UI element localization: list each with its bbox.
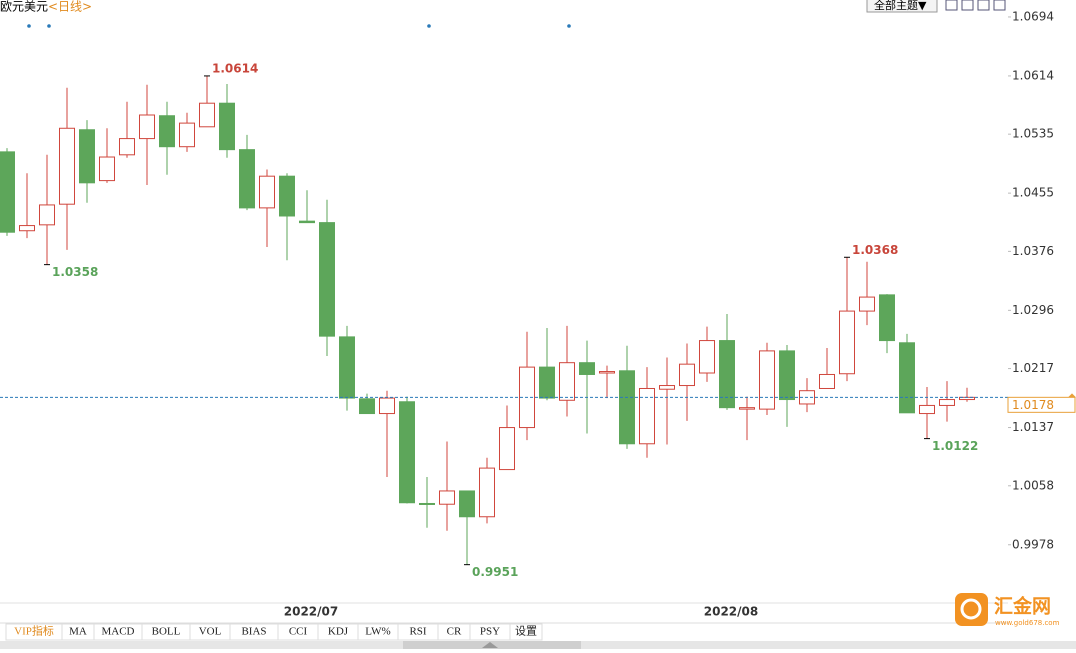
toolbar-icons[interactable] [945,0,1006,11]
event-markers[interactable] [27,24,571,28]
candle-body [19,225,35,232]
candle-body [559,362,575,401]
candle-body [119,138,135,156]
y-tick-label: 1.0694 [1012,9,1054,23]
y-tick-label: 1.0217 [1012,361,1054,375]
candle-body [159,115,175,148]
candle-body [139,114,155,140]
last-price-box [1007,396,1076,413]
extreme-label: 1.0368 [852,243,898,257]
candle-body [179,122,195,148]
y-tick-label: 1.0058 [1012,478,1054,492]
indicator-tab-label[interactable]: PSY [480,626,500,638]
indicator-tab-label[interactable]: MACD [101,626,134,638]
chart-title: 欧元美元 [0,0,48,14]
candle-body [639,387,655,445]
candle-body [619,370,635,445]
indicator-tab[interactable] [509,623,543,641]
candle-body [819,373,835,389]
y-tick-label: 1.0614 [1012,68,1054,82]
indicator-tab-label[interactable]: KDJ [328,626,349,638]
candle-body [599,371,615,374]
theme-label[interactable]: 全部主题▼ [874,0,927,12]
extreme-label: 1.0614 [212,61,258,75]
candle-body [479,467,495,518]
candle-body [219,102,235,151]
candle-body [679,363,695,387]
chart-subtitle: <日线> [48,0,92,14]
theme-button[interactable] [866,0,938,13]
candle-body [459,490,475,518]
candle-body [259,175,275,209]
indicator-tab-label[interactable]: BOLL [152,626,181,638]
candle-body [319,222,335,337]
indicator-tab-label[interactable]: CR [447,626,462,638]
candle-body [859,296,875,312]
candle-body [339,336,355,399]
candle-body [579,362,595,375]
indicator-tab-label[interactable]: BIAS [241,626,266,638]
candle-body [719,340,735,409]
logo-url: www.gold678.com [995,619,1060,627]
candle-body [79,129,95,184]
indicator-tab-label[interactable]: 设置 [515,625,537,638]
y-tick-label: 0.9978 [1012,537,1054,551]
candle-body [839,310,855,375]
candle-body [659,385,675,390]
candle-body [439,490,455,505]
last-price-arrow [1068,393,1076,398]
y-tick-label: 1.0535 [1012,127,1054,141]
candle-body [239,149,255,209]
scroll-arrow[interactable] [482,642,498,648]
candle-body [499,427,515,471]
candle-body [739,407,755,410]
indicator-tab-label[interactable]: VOL [199,626,222,638]
candle-body [899,342,915,414]
indicator-tab-label[interactable]: RSI [409,626,426,638]
candle-body [359,398,375,415]
candle-body [299,220,315,224]
extreme-label: 1.0122 [932,439,978,453]
candle-body [279,175,295,217]
candle-body [0,151,15,233]
candle-body [59,127,75,205]
indicator-tab-label[interactable]: VIP指标 [14,624,54,638]
candle-body [379,397,395,415]
candle-body [99,156,115,182]
extreme-label: 0.9951 [472,565,518,579]
x-tick-label: 2022/08 [704,605,758,619]
indicator-tabs: VIP指标 MA MACD BOLL VOL BIAS CCI KDJ LW% RSI CR PSY 设… [5,623,543,641]
y-tick-label: 1.0455 [1012,186,1054,200]
candle-body [919,404,935,415]
candle-body [419,502,435,505]
logo-name: 汇金网 [994,595,1051,618]
indicator-tab-label[interactable]: MA [69,626,87,638]
indicator-tab-label[interactable]: LW% [365,626,390,638]
candle-body [879,294,895,342]
logo-icon [955,593,988,626]
candle-body [759,350,775,410]
last-price-label: 1.0178 [1012,398,1054,412]
y-tick-label: 1.0137 [1012,420,1054,434]
x-tick-label: 2022/07 [284,605,338,619]
candle-body [939,399,955,406]
extreme-label: 1.0358 [52,265,98,279]
candle-body [199,102,215,128]
indicator-tab-label[interactable]: CCI [289,626,308,638]
candle-body [699,340,715,374]
y-tick-label: 1.0376 [1012,244,1054,258]
candle-body [39,204,55,226]
y-tick-label: 1.0296 [1012,303,1054,317]
candle-body [539,366,555,399]
candle-body [779,350,795,401]
candle-body [399,401,415,504]
logo-mark [960,598,982,620]
